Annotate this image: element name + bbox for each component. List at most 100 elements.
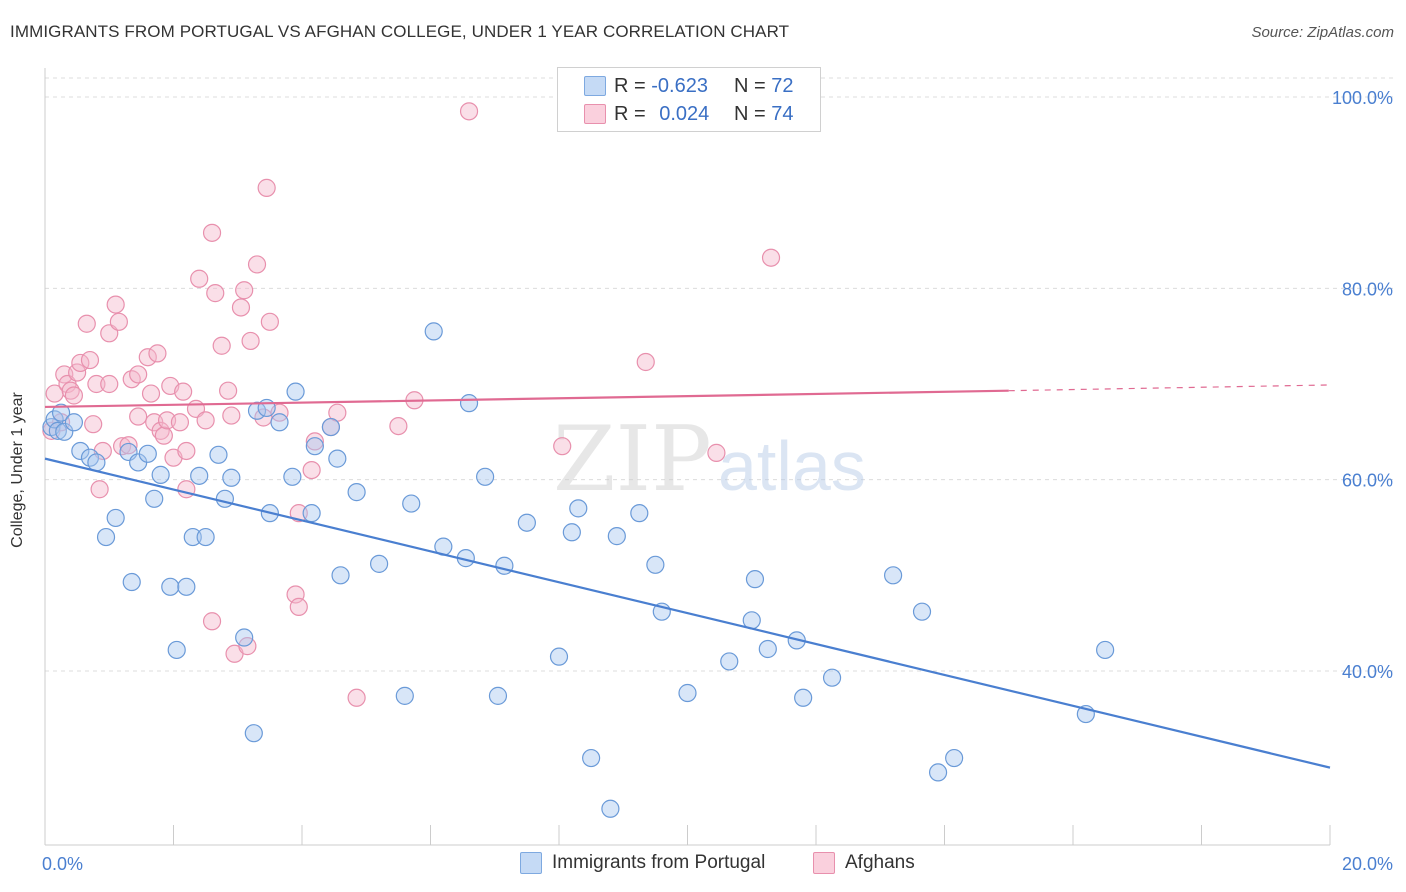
series-legend: Immigrants from Portugal Afghans	[0, 852, 1406, 878]
y-tick-label: 40.0%	[1342, 662, 1393, 682]
portugal-point	[607, 527, 626, 546]
afghans-point	[289, 597, 308, 617]
legend-label-afghans: Afghans	[845, 852, 915, 873]
watermark: ZIP atlas	[553, 407, 866, 512]
portugal-point	[569, 499, 588, 518]
portugal-point	[302, 504, 321, 523]
legend-item-afghans[interactable]: Afghans	[813, 852, 915, 874]
portugal-point	[582, 748, 601, 768]
portugal-point	[270, 413, 289, 432]
chart-source: Source: ZipAtlas.com	[1251, 24, 1394, 41]
portugal-point	[71, 441, 90, 461]
legend-n-value: 72	[771, 74, 794, 97]
portugal-point	[151, 465, 170, 484]
afghans-point	[305, 432, 324, 451]
portugal-point	[562, 523, 581, 542]
afghans-point	[77, 314, 96, 333]
y-axis-tick-labels: 40.0% 60.0% 80.0% 100.0%	[1332, 88, 1393, 682]
portugal-point	[283, 467, 302, 486]
y-axis-label: College, Under 1 year	[9, 392, 26, 548]
afghans-point	[241, 331, 260, 351]
afghans-point	[129, 365, 148, 384]
afghans-point	[80, 350, 100, 370]
afghans-point	[196, 411, 215, 430]
portugal-point	[678, 683, 697, 703]
portugal-point	[87, 453, 106, 472]
portugal-point	[646, 555, 665, 574]
portugal-point	[45, 410, 64, 429]
portugal-trend-line	[44, 457, 1331, 769]
afghans-point	[235, 281, 254, 300]
portugal-point	[138, 444, 157, 463]
afghans-point	[138, 348, 157, 367]
portugal-point	[161, 577, 180, 596]
afghans-point	[459, 102, 479, 121]
portugal-point	[822, 668, 842, 687]
afghans-point	[202, 223, 222, 242]
afghans-point	[64, 386, 84, 405]
afghans-point	[212, 336, 231, 355]
portugal-point	[630, 504, 649, 523]
legend-swatch-afghans	[584, 104, 606, 124]
afghans-point	[109, 312, 128, 331]
portugal-point	[145, 489, 164, 508]
afghans-point	[219, 381, 238, 400]
portugal-point	[331, 566, 350, 585]
legend-r-value: 0.024	[659, 102, 710, 125]
portugal-point	[402, 494, 421, 513]
portugal-point	[928, 763, 948, 782]
grid-lines	[45, 77, 1395, 672]
afghans-point	[389, 416, 408, 436]
afghans-point	[119, 436, 138, 455]
afghans-point	[347, 688, 366, 707]
y-tick-label: 80.0%	[1342, 279, 1393, 299]
portugal-point	[55, 422, 74, 441]
afghans-trend-extension	[1008, 384, 1331, 392]
portugal-point	[48, 421, 67, 440]
afghans-point	[553, 437, 572, 456]
portugal-point	[370, 554, 389, 573]
afghans-point	[100, 374, 119, 394]
portugal-point	[495, 556, 514, 575]
correlation-legend: R = -0.623 N = 72 R = 0.024 N = 74	[557, 67, 821, 132]
portugal-point	[122, 572, 141, 592]
legend-swatch-portugal	[584, 76, 606, 96]
legend-n-label: N =	[734, 102, 766, 125]
portugal-point	[883, 566, 903, 585]
portugal-point	[745, 570, 765, 589]
chart-title: IMMIGRANTS FROM PORTUGAL VS AFGHAN COLLE…	[10, 22, 790, 41]
afghans-point	[129, 407, 148, 426]
afghans-point	[202, 612, 222, 631]
portugal-point	[488, 686, 508, 705]
portugal-point	[51, 403, 71, 422]
afghans-points	[42, 102, 781, 707]
legend-swatch-afghans	[813, 852, 835, 874]
portugal-point	[549, 647, 569, 666]
afghans-point	[247, 255, 267, 274]
portugal-point	[1096, 640, 1115, 660]
portugal-point	[196, 527, 215, 547]
x-tick-label: 20.0%	[1342, 854, 1393, 874]
portugal-point	[222, 468, 241, 487]
legend-r-label: R =	[614, 102, 646, 125]
afghans-point	[190, 269, 209, 288]
portugal-point	[215, 489, 234, 508]
legend-swatch-portugal	[520, 852, 542, 874]
y-tick-label: 100.0%	[1332, 88, 1393, 108]
portugal-point	[328, 449, 347, 468]
portugal-point	[106, 508, 125, 528]
legend-r-value: -0.623	[651, 74, 708, 97]
afghans-point	[302, 461, 321, 480]
afghans-point	[222, 406, 241, 425]
afghans-point	[260, 312, 279, 331]
afghans-point	[106, 295, 125, 314]
afghans-point	[231, 298, 251, 317]
afghans-point	[177, 480, 196, 499]
afghans-point	[148, 344, 167, 363]
afghans-point	[90, 480, 109, 499]
legend-item-portugal[interactable]: Immigrants from Portugal	[520, 852, 765, 874]
portugal-point	[758, 639, 777, 659]
afghans-point	[257, 178, 276, 197]
portugal-point	[459, 394, 479, 413]
afghans-trend-line	[44, 389, 1009, 409]
